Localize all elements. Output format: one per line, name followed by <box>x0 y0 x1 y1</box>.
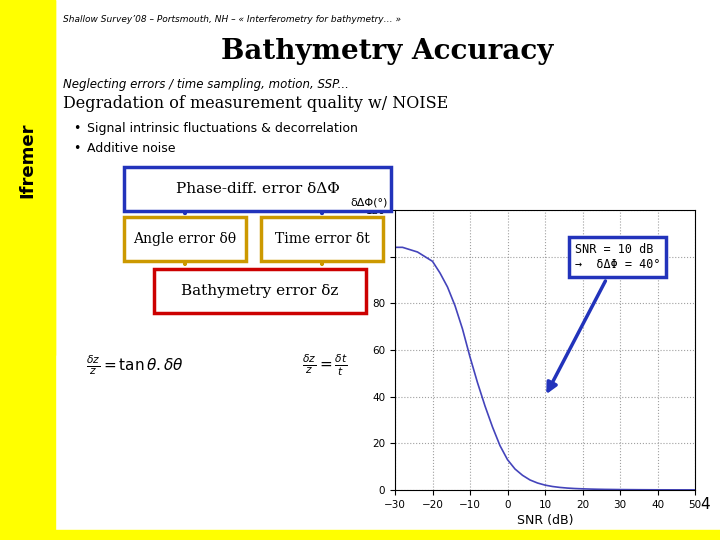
Text: Degradation of measurement quality w/ NOISE: Degradation of measurement quality w/ NO… <box>63 95 449 112</box>
Text: δΔΦ(°): δΔΦ(°) <box>351 197 388 207</box>
FancyBboxPatch shape <box>124 167 391 211</box>
Bar <box>0 530 720 540</box>
Text: Time error δt: Time error δt <box>274 232 369 246</box>
Text: •: • <box>73 142 81 155</box>
Text: •: • <box>73 122 81 135</box>
Bar <box>0 0 55 355</box>
Text: $\frac{\delta z}{z} = \frac{\delta t}{t}$: $\frac{\delta z}{z} = \frac{\delta t}{t}… <box>302 352 348 378</box>
Text: 4: 4 <box>701 497 710 512</box>
Bar <box>0 0 55 540</box>
Text: $\frac{\delta z}{z} = \tan\theta.\delta\theta$: $\frac{\delta z}{z} = \tan\theta.\delta\… <box>86 353 184 377</box>
FancyBboxPatch shape <box>261 217 383 261</box>
Text: Ifremer: Ifremer <box>18 122 36 198</box>
Text: Angle error δθ: Angle error δθ <box>133 232 237 246</box>
FancyBboxPatch shape <box>154 269 366 313</box>
Text: Bathymetry error δz: Bathymetry error δz <box>181 284 338 298</box>
Text: Bathymetry Accuracy: Bathymetry Accuracy <box>221 38 553 65</box>
FancyBboxPatch shape <box>124 217 246 261</box>
Text: Phase-diff. error δΔΦ: Phase-diff. error δΔΦ <box>176 182 339 196</box>
Text: Shallow Survey’08 – Portsmouth, NH – « Interferometry for bathymetry… »: Shallow Survey’08 – Portsmouth, NH – « I… <box>63 15 401 24</box>
Text: Additive noise: Additive noise <box>87 142 176 155</box>
Text: Signal intrinsic fluctuations & decorrelation: Signal intrinsic fluctuations & decorrel… <box>87 122 358 135</box>
X-axis label: SNR (dB): SNR (dB) <box>517 514 573 527</box>
Text: SNR = 10 dB
→  δΔΦ = 40°: SNR = 10 dB → δΔΦ = 40° <box>548 244 660 391</box>
Bar <box>0 0 35 540</box>
Text: Neglecting errors / time sampling, motion, SSP...: Neglecting errors / time sampling, motio… <box>63 78 349 91</box>
